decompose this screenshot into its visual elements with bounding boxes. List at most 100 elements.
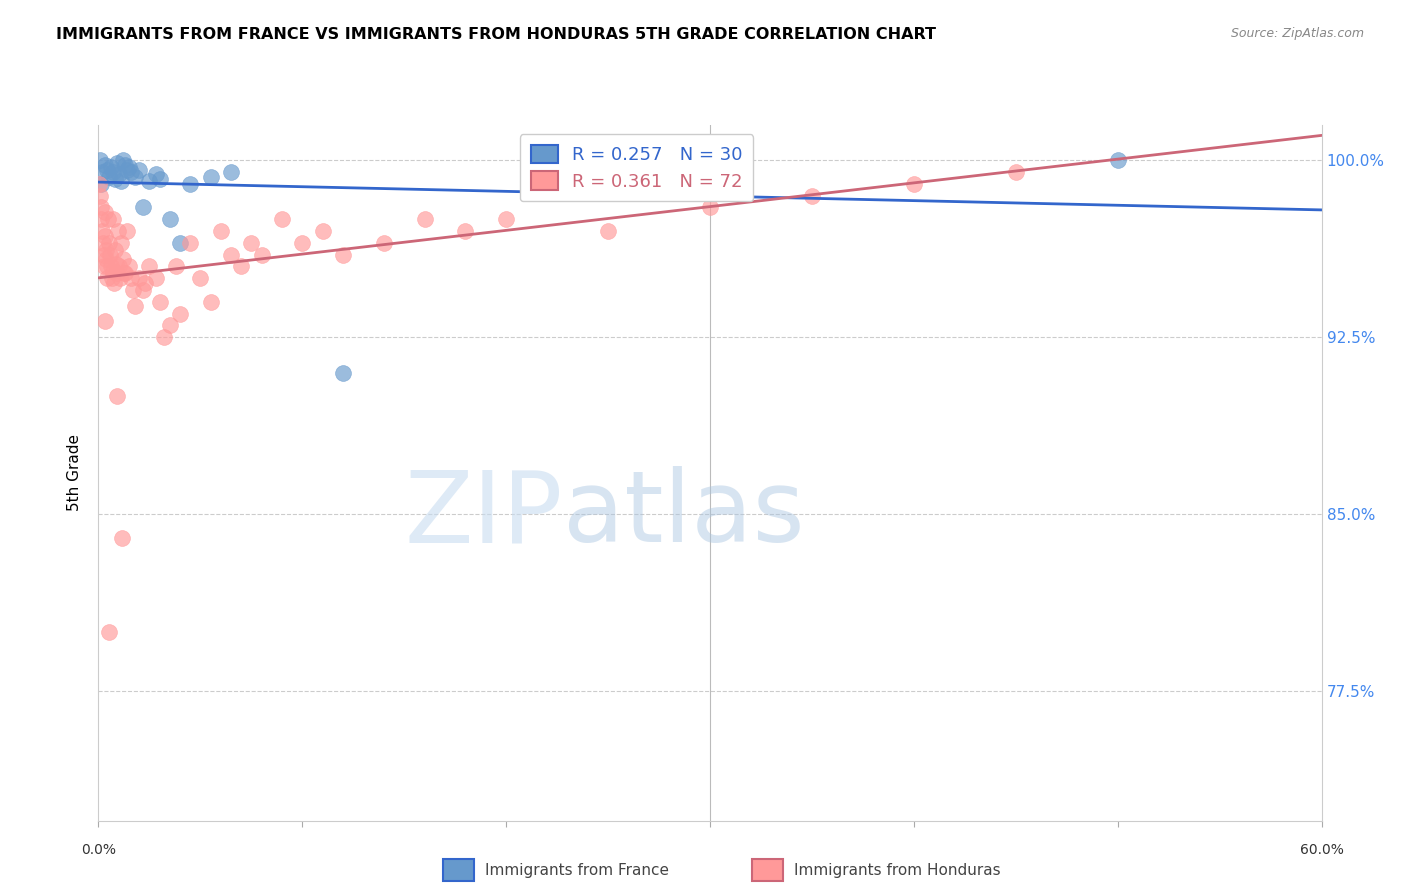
Point <box>134 276 156 290</box>
Text: 60.0%: 60.0% <box>1299 843 1344 857</box>
Point <box>179 235 201 250</box>
Point <box>149 294 172 309</box>
Text: Source: ZipAtlas.com: Source: ZipAtlas.com <box>1230 27 1364 40</box>
Point <box>97 212 120 227</box>
Point <box>94 228 117 243</box>
Point <box>93 205 115 219</box>
Text: atlas: atlas <box>564 466 804 563</box>
Point <box>90 177 112 191</box>
Point <box>138 174 160 188</box>
Point <box>105 267 128 281</box>
Point <box>145 168 167 182</box>
Point <box>91 235 114 250</box>
Point <box>240 235 263 250</box>
Point <box>108 260 131 274</box>
Point <box>699 201 721 215</box>
Point <box>165 260 187 274</box>
Point <box>159 212 181 227</box>
Point <box>152 330 174 344</box>
Point <box>101 212 124 227</box>
Point <box>97 235 120 250</box>
Point <box>169 307 191 321</box>
Point <box>250 247 273 261</box>
Point <box>495 212 517 227</box>
Point <box>93 247 115 261</box>
Point <box>118 161 141 175</box>
Point <box>120 271 142 285</box>
Legend: R = 0.257   N = 30, R = 0.361   N = 72: R = 0.257 N = 30, R = 0.361 N = 72 <box>520 134 754 202</box>
Point <box>91 224 114 238</box>
Point <box>132 201 155 215</box>
Point <box>118 260 141 274</box>
Point <box>169 235 191 250</box>
Point <box>96 271 118 285</box>
Point <box>103 276 125 290</box>
Point <box>188 271 212 285</box>
Point <box>1004 165 1026 179</box>
Point <box>128 162 150 177</box>
Point <box>219 247 242 261</box>
Point <box>115 162 138 177</box>
Point <box>96 162 118 177</box>
Point <box>96 260 118 274</box>
Point <box>108 168 131 182</box>
Point <box>179 177 201 191</box>
Point <box>108 271 131 285</box>
Point <box>107 224 129 238</box>
Point <box>89 153 111 168</box>
Point <box>219 165 242 179</box>
Point <box>89 188 111 202</box>
Point <box>114 158 136 172</box>
Point <box>903 177 925 191</box>
Point <box>114 267 136 281</box>
Text: ZIP: ZIP <box>405 466 564 563</box>
Point <box>104 243 127 257</box>
Point <box>332 247 354 261</box>
Point <box>98 247 121 261</box>
Point <box>112 267 135 281</box>
Point <box>332 366 354 380</box>
Point <box>373 235 395 250</box>
Point <box>145 271 167 285</box>
Point <box>97 169 120 184</box>
Text: Immigrants from France: Immigrants from France <box>485 863 669 878</box>
Point <box>111 531 134 545</box>
Point <box>105 155 128 169</box>
Point <box>159 318 181 333</box>
Point <box>104 172 127 186</box>
Point <box>110 174 132 188</box>
Text: 0.0%: 0.0% <box>82 843 115 857</box>
Point <box>120 165 142 179</box>
Point <box>200 169 222 184</box>
Point <box>90 201 112 215</box>
Point <box>101 264 124 278</box>
Point <box>132 283 155 297</box>
Point <box>93 260 115 274</box>
Point <box>596 224 619 238</box>
Point <box>128 271 150 285</box>
Point <box>100 260 122 274</box>
Point <box>91 165 114 179</box>
Point <box>801 188 824 202</box>
Point <box>270 212 294 227</box>
Point <box>115 224 138 238</box>
Point <box>122 283 145 297</box>
Point <box>96 252 118 267</box>
Point <box>90 212 112 227</box>
Text: Immigrants from Honduras: Immigrants from Honduras <box>794 863 1001 878</box>
Point <box>231 260 253 274</box>
Point <box>110 235 132 250</box>
Point <box>200 294 222 309</box>
Point <box>413 212 436 227</box>
Point <box>89 177 111 191</box>
Point <box>97 624 120 639</box>
Point <box>101 165 124 179</box>
Point <box>111 153 134 168</box>
Point <box>124 169 146 184</box>
Point <box>93 158 115 172</box>
Point <box>138 260 160 274</box>
Point <box>454 224 477 238</box>
Text: IMMIGRANTS FROM FRANCE VS IMMIGRANTS FROM HONDURAS 5TH GRADE CORRELATION CHART: IMMIGRANTS FROM FRANCE VS IMMIGRANTS FRO… <box>56 27 936 42</box>
Point <box>93 313 115 327</box>
Point <box>312 224 335 238</box>
